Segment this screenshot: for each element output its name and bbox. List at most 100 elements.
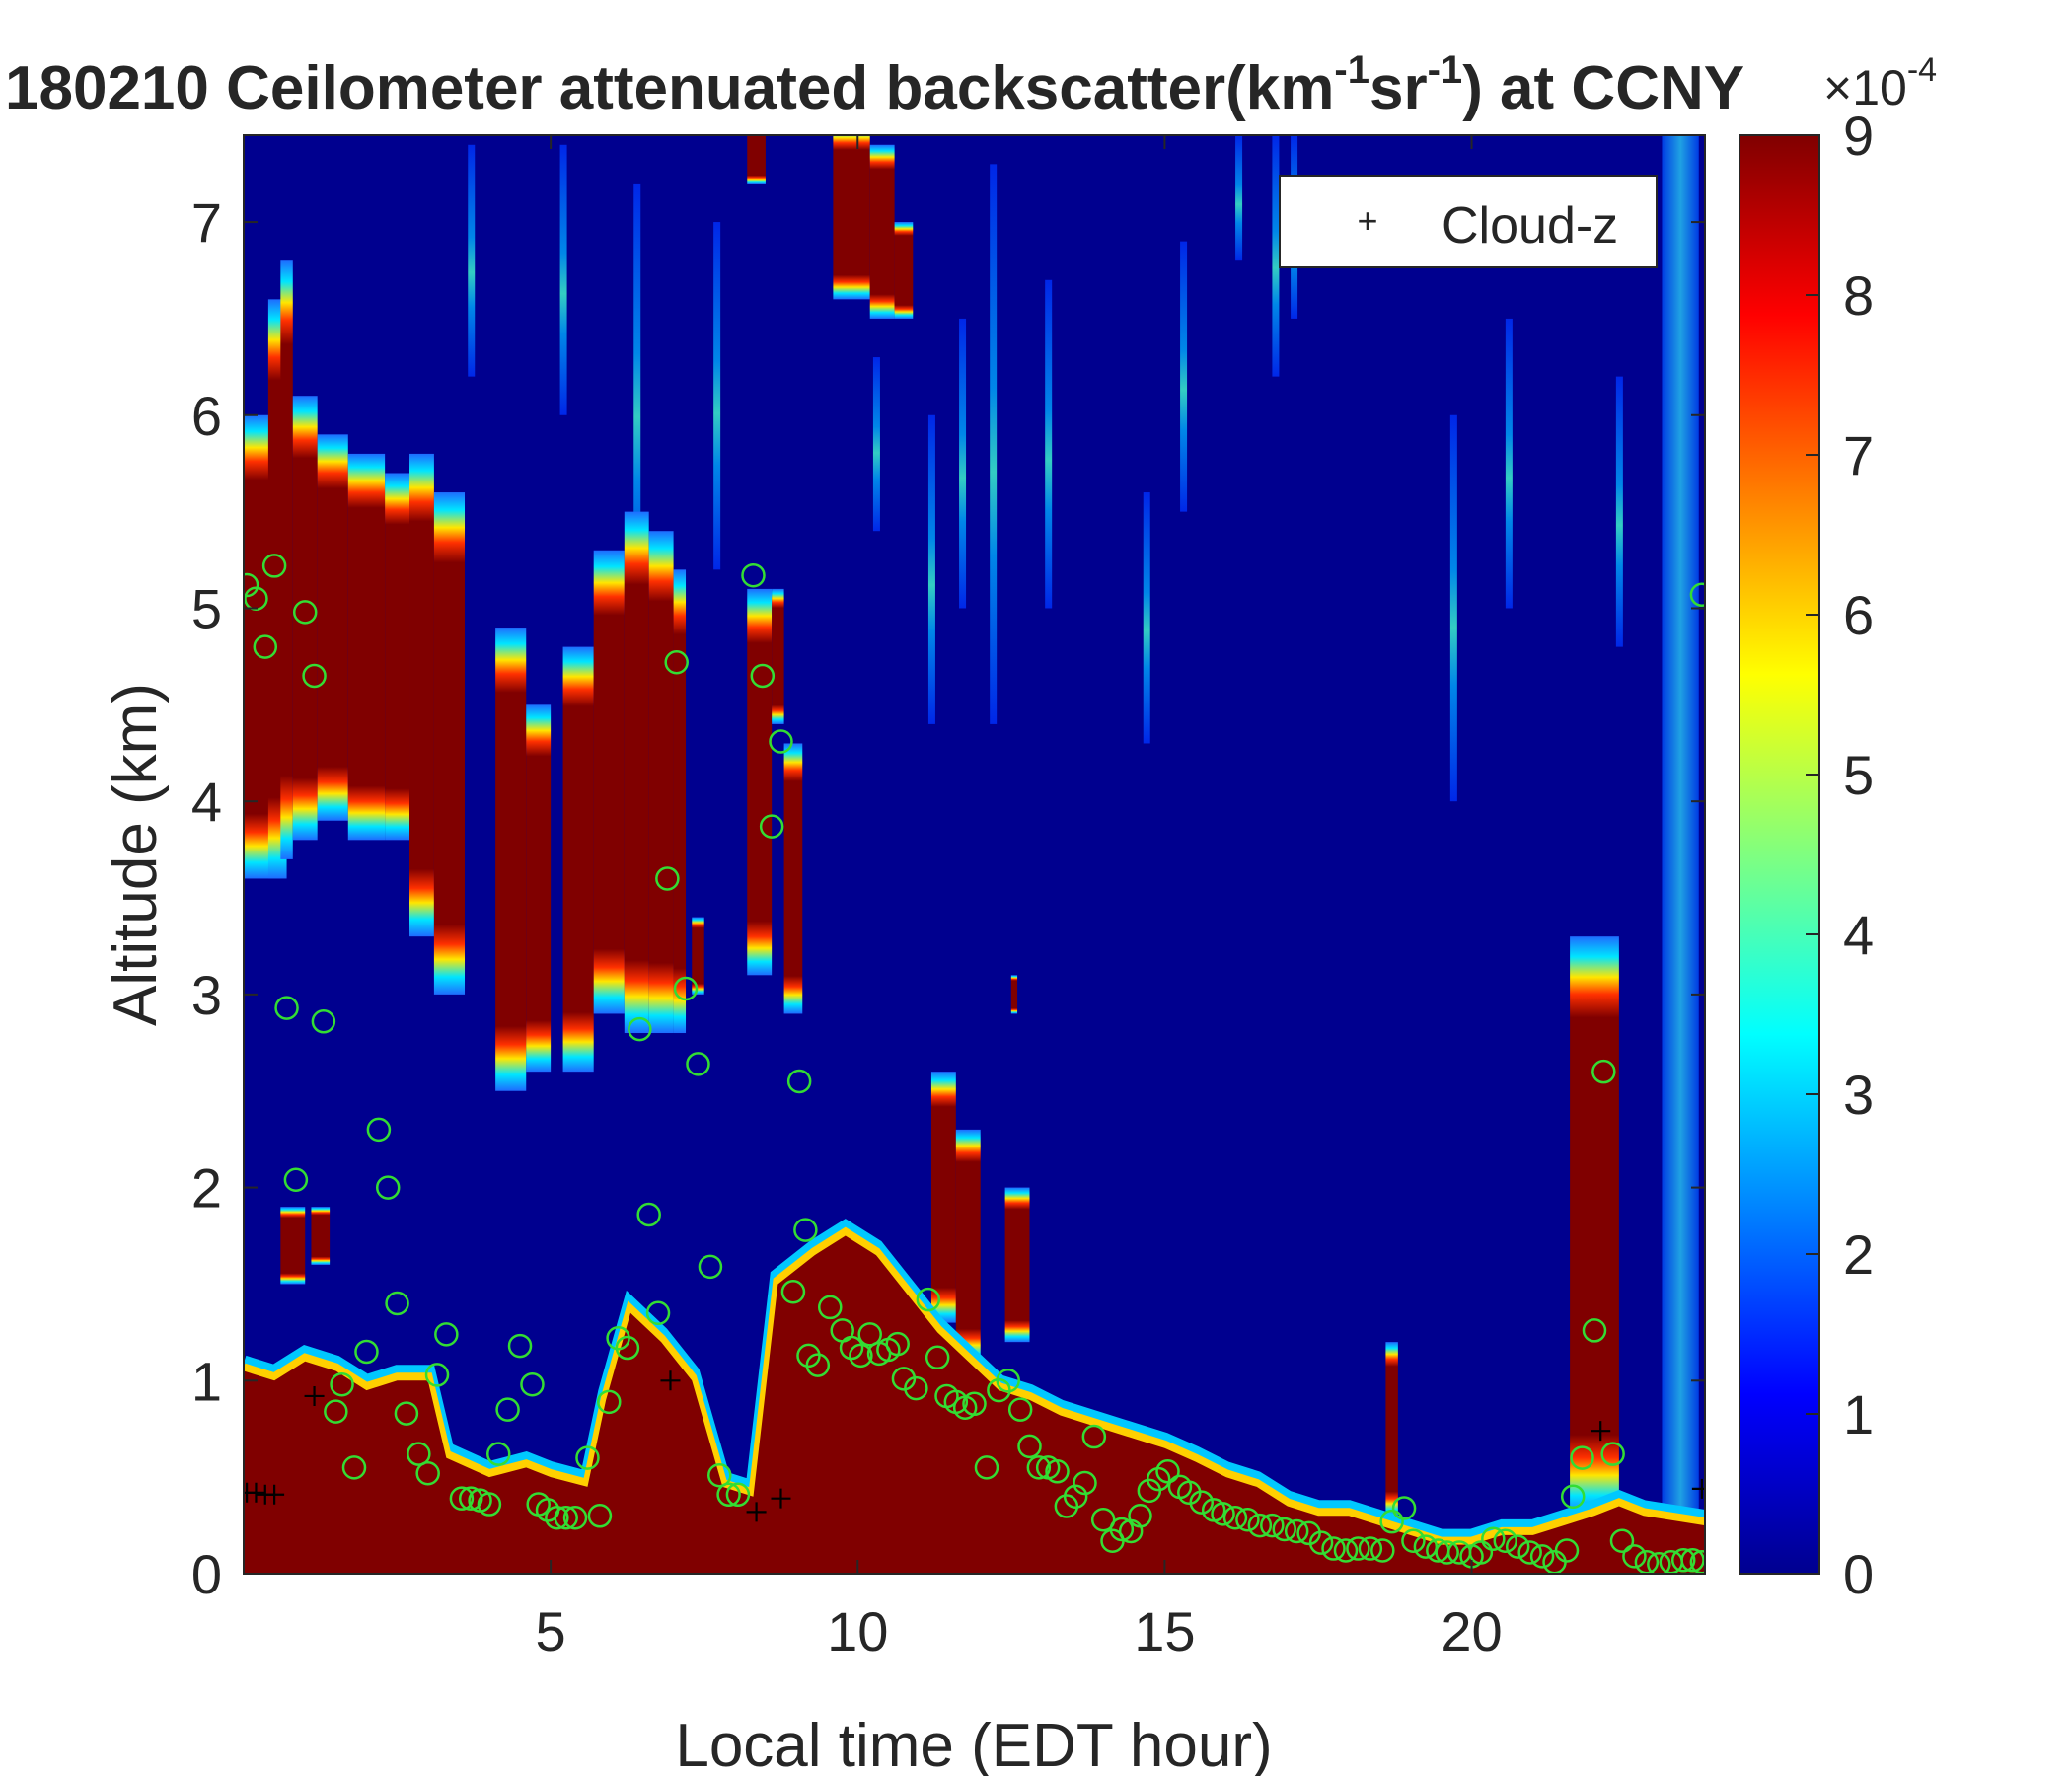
mlh-marker: [253, 634, 278, 659]
mlh-marker: [1235, 1507, 1260, 1532]
mlh-marker: [292, 600, 318, 625]
heatmap-block: [1010, 975, 1018, 1014]
mlh-marker: [1026, 1455, 1052, 1480]
mlh-marker: [495, 1397, 520, 1422]
mlh-marker: [793, 1218, 818, 1242]
mlh-marker: [974, 1455, 999, 1480]
mlh-marker: [507, 1333, 533, 1359]
cloud-z-marker: [246, 1482, 266, 1503]
mlh-marker: [1189, 1490, 1214, 1515]
mlh-marker: [366, 1117, 392, 1143]
heatmap-block: [593, 550, 625, 1014]
x-tick-label: 5: [536, 1600, 566, 1663]
y-axis: 0 1 2 3 4 5 6 7: [191, 191, 1705, 1605]
mlh-marker: [1284, 1518, 1309, 1544]
heatmap-streak: [959, 318, 967, 609]
mlh-marker: [394, 1401, 419, 1426]
y-tick-label: 6: [191, 385, 222, 447]
legend-cloud-label: Cloud-z: [1442, 197, 1618, 255]
heatmap-streak: [633, 183, 641, 609]
mlh-marker: [597, 1389, 622, 1415]
mlh-marker: [759, 814, 784, 839]
colorbar-ticks: 0 1 2 3 4 5 6 7 8 9: [1806, 105, 1874, 1605]
mlh-marker: [1609, 1528, 1635, 1553]
colorbar-tick-label: 3: [1843, 1064, 1874, 1126]
mlh-marker: [664, 650, 689, 675]
x-tick-label: 10: [827, 1600, 888, 1663]
colorbar-tick-label: 4: [1843, 904, 1874, 966]
mlh-marker: [786, 1069, 812, 1094]
mlh-marker: [449, 1486, 475, 1511]
mlh-marker: [780, 1280, 806, 1304]
mlh-marker: [750, 663, 776, 689]
heatmap-streak: [1505, 318, 1513, 609]
heatmap-block: [562, 646, 594, 1073]
mlh-marker: [818, 1295, 843, 1320]
title-superscript-2: -1: [1428, 48, 1463, 92]
heatmap-block: [869, 144, 895, 319]
mlh-marker: [769, 729, 793, 754]
mlh-marker: [1689, 582, 1705, 608]
mlh-marker: [1211, 1502, 1235, 1526]
mlh-marker: [1435, 1540, 1459, 1565]
mlh-marker: [1554, 1538, 1580, 1563]
heatmap-streak: [1272, 135, 1280, 377]
mlh-marker: [1128, 1504, 1152, 1528]
heatmap-block: [673, 569, 687, 1034]
colorbar-tick-label: 5: [1843, 744, 1874, 806]
cloud-z-marker: [771, 1488, 791, 1509]
heatmap-clear-slot: [1662, 135, 1699, 1517]
mlh-marker: [725, 1482, 751, 1508]
mlh-marker: [1370, 1538, 1395, 1563]
mlh-marker: [1670, 1548, 1696, 1573]
heatmap-block: [955, 1129, 981, 1362]
heatmap-streak: [1235, 135, 1243, 261]
mlh-marker: [1321, 1536, 1346, 1561]
mlh-marker: [1481, 1526, 1506, 1552]
heatmap-streak: [1045, 279, 1053, 609]
colorbar-tick-label: 1: [1843, 1383, 1874, 1445]
heatmap-block: [1570, 936, 1619, 1517]
mlh-marker: [885, 1331, 910, 1357]
mlh-marker: [673, 976, 699, 1001]
colorbar-tick-label: 2: [1843, 1223, 1874, 1286]
mlh-marker: [385, 1291, 409, 1316]
heatmap-block: [894, 222, 914, 319]
mlh-marker: [1582, 1318, 1607, 1343]
heatmap-block: [1385, 1342, 1398, 1517]
colorbar-tick-label: 9: [1843, 105, 1874, 167]
mlh-marker: [1358, 1536, 1383, 1561]
colorbar-tick-label: 8: [1843, 264, 1874, 327]
mlh-marker: [1247, 1513, 1273, 1538]
mlh-marker: [916, 1287, 941, 1312]
heatmap-block: [930, 1072, 956, 1323]
mlh-marker: [849, 1343, 873, 1369]
heatmap-streak: [1449, 414, 1457, 802]
heatmap-streak: [872, 357, 880, 532]
mlh-marker: [458, 1486, 483, 1511]
mlh-marker: [1591, 1059, 1616, 1084]
y-tick-label: 7: [191, 191, 222, 254]
x-tick-label: 15: [1134, 1600, 1195, 1663]
heatmap-block: [280, 260, 293, 859]
mlh-marker: [1600, 1442, 1625, 1466]
mlh-marker: [962, 1391, 987, 1417]
title-middle: sr: [1369, 54, 1428, 122]
mlh-marker: [1308, 1530, 1334, 1555]
cloud-base-markers: [244, 1370, 1705, 1522]
mlh-marker: [375, 1175, 401, 1200]
title-prefix: 180210 Ceilometer attenuated backscatter…: [5, 54, 1334, 122]
mlh-marker: [545, 1505, 569, 1530]
cloud-z-marker: [660, 1370, 681, 1391]
colorbar-gradient: [1739, 134, 1820, 1575]
mlh-marker: [311, 1009, 336, 1034]
heatmap-block: [1004, 1187, 1030, 1343]
mlh-marker: [324, 1399, 348, 1424]
heatmap-block: [311, 1207, 331, 1265]
mlh-marker: [1346, 1536, 1370, 1561]
mlh-marker: [996, 1369, 1020, 1393]
mlh-marker: [1109, 1517, 1135, 1542]
heatmap-streak: [559, 144, 567, 415]
mlh-marker: [1222, 1505, 1248, 1530]
